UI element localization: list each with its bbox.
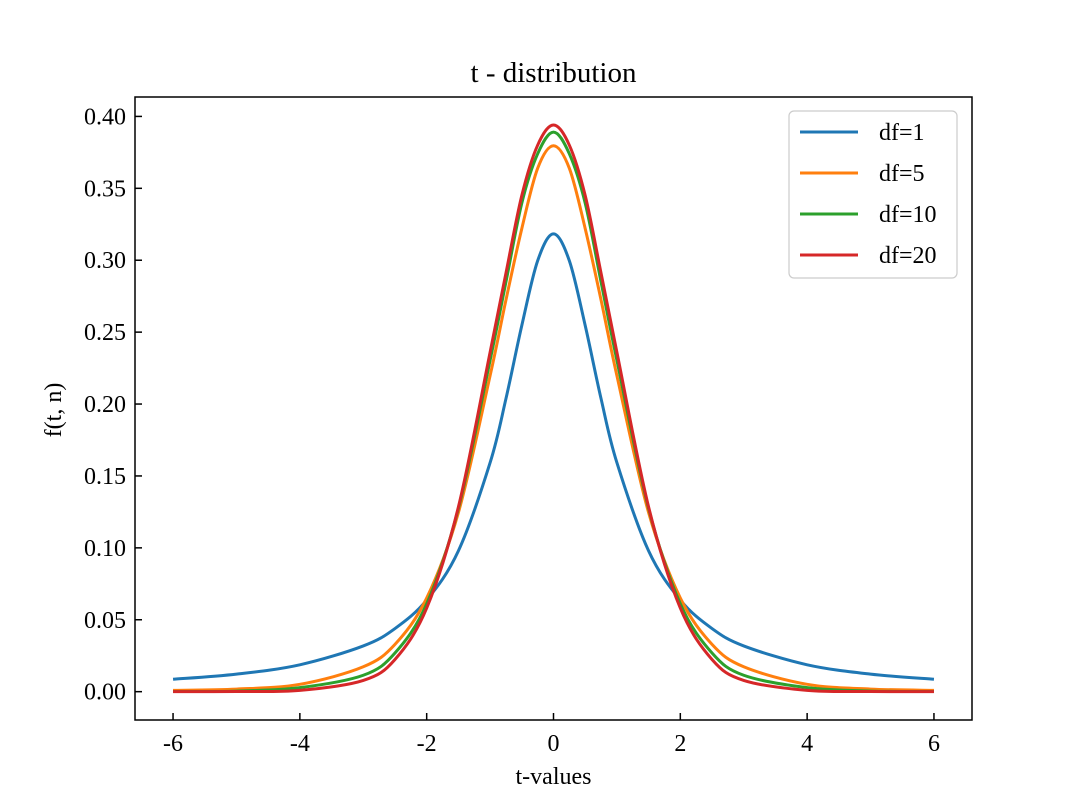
- y-axis-ticks: 0.00 0.05 0.10 0.15 0.20 0.25 0.30 0.35 0.40: [84, 104, 142, 706]
- y-tick-label: 0.05: [84, 608, 126, 634]
- legend-box: [788, 110, 958, 279]
- series-lines: [172, 123, 935, 694]
- y-axis-label: f(t, n): [41, 383, 67, 438]
- y-tick-label: 0.15: [84, 464, 126, 490]
- legend-item-df-10: df=10: [800, 202, 937, 228]
- series-line-df-5: [173, 144, 934, 692]
- y-tick-label: 0.25: [84, 320, 126, 346]
- legend: df=1 df=5 df=10 df=20: [788, 110, 958, 279]
- legend-label: df=10: [879, 202, 937, 228]
- x-axis-ticks: -6 -4 -2 0 2 4 6: [163, 713, 940, 757]
- legend-item-df-1: df=1: [800, 120, 925, 146]
- y-tick-label: 0.10: [84, 536, 126, 562]
- x-tick-label: 0: [548, 731, 560, 757]
- x-tick-label: -4: [290, 731, 310, 757]
- x-tick-label: -6: [163, 731, 183, 757]
- series-line-df-10: [173, 130, 934, 694]
- legend-item-df-5: df=5: [800, 161, 925, 187]
- x-tick-label: 2: [674, 731, 686, 757]
- x-axis-label: t-values: [516, 764, 592, 790]
- y-tick-label: 0.35: [84, 176, 126, 202]
- legend-label: df=5: [879, 161, 925, 187]
- legend-item-df-20: df=20: [800, 243, 937, 269]
- series-line-df-1: [172, 232, 935, 681]
- y-tick-label: 0.00: [84, 680, 126, 706]
- legend-label: df=1: [879, 120, 925, 146]
- series-line-df-20: [173, 123, 934, 694]
- y-tick-label: 0.40: [84, 104, 126, 130]
- chart-title: t - distribution: [471, 57, 637, 89]
- y-tick-label: 0.20: [84, 392, 126, 418]
- x-tick-label: 4: [801, 731, 813, 757]
- legend-label: df=20: [879, 243, 937, 269]
- x-tick-label: -2: [417, 731, 437, 757]
- x-tick-label: 6: [928, 731, 940, 757]
- y-tick-label: 0.30: [84, 248, 126, 274]
